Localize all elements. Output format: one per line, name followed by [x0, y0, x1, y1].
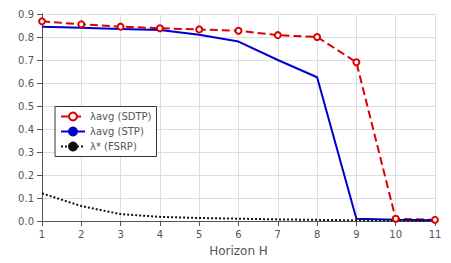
svg-text:11: 11: [429, 229, 442, 240]
svg-text:λavg (STP): λavg (STP): [90, 126, 144, 137]
svg-text:0.5: 0.5: [18, 101, 34, 112]
svg-text:9: 9: [353, 229, 359, 240]
svg-text:4: 4: [157, 229, 163, 240]
svg-text:λavg (SDTP): λavg (SDTP): [90, 111, 152, 122]
svg-text:0.3: 0.3: [18, 147, 34, 158]
svg-text:0.1: 0.1: [18, 193, 34, 204]
svg-text:6: 6: [235, 229, 241, 240]
svg-text:0.6: 0.6: [18, 78, 34, 89]
svg-text:7: 7: [275, 229, 281, 240]
svg-text:λ* (FSRP): λ* (FSRP): [90, 141, 137, 152]
svg-text:2: 2: [78, 229, 84, 240]
svg-text:0.2: 0.2: [18, 170, 34, 181]
svg-text:3: 3: [117, 229, 123, 240]
svg-text:0.8: 0.8: [18, 32, 34, 43]
svg-text:0.9: 0.9: [18, 9, 34, 20]
svg-text:5: 5: [196, 229, 202, 240]
svg-text:0.7: 0.7: [18, 55, 34, 66]
svg-text:1: 1: [39, 229, 45, 240]
svg-text:10: 10: [389, 229, 402, 240]
svg-text:0.0: 0.0: [18, 216, 34, 227]
svg-text:8: 8: [314, 229, 320, 240]
svg-text:0.4: 0.4: [18, 124, 34, 135]
svg-text:Horizon H: Horizon H: [209, 244, 268, 258]
